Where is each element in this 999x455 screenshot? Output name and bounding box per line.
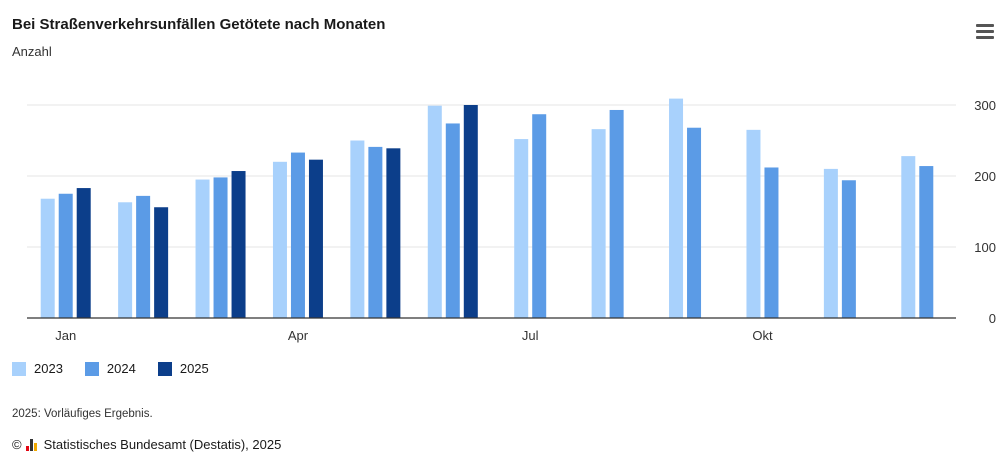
y-tick-label: 100	[974, 240, 996, 255]
legend-label-2024: 2024	[106, 361, 136, 376]
legend-item-2025[interactable]: 2025	[157, 361, 209, 376]
bar-2023-Dez	[901, 156, 916, 318]
bar-2023-Nov	[823, 168, 838, 318]
bar-2023-Apr	[272, 161, 287, 318]
bar-2024-Feb	[136, 195, 151, 318]
source-link[interactable]: Statistisches Bundesamt (Destatis), 2025	[43, 437, 282, 452]
bar-2024-Okt	[764, 167, 779, 318]
menu-line	[976, 24, 994, 27]
hamburger-menu-icon[interactable]	[976, 24, 996, 40]
bar-2025-Mai	[386, 148, 401, 318]
copyright-symbol: ©	[12, 437, 22, 452]
x-tick-label: Okt	[752, 328, 773, 343]
destatis-logo-icon	[25, 438, 37, 451]
chart-subtitle: Anzahl	[12, 44, 52, 59]
y-axis-labels: 0 100 200 300	[974, 98, 996, 326]
bar-2024-Mär	[213, 177, 228, 318]
bar-2023-Jan	[40, 198, 55, 318]
bar-2024-Sep	[687, 127, 702, 318]
bar-2025-Mär	[231, 171, 246, 318]
bar-2023-Jul	[514, 139, 529, 318]
menu-line	[976, 36, 994, 39]
bar-2023-Mär	[195, 179, 210, 318]
bar-2025-Jun	[463, 105, 478, 318]
bar-2023-Sep	[669, 98, 684, 318]
x-tick-label: Jul	[522, 328, 539, 343]
legend-label-2023: 2023	[34, 361, 63, 376]
chart-title: Bei Straßenverkehrsunfällen Getötete nac…	[12, 16, 386, 33]
bar-2025-Feb	[154, 207, 169, 318]
bar-2024-Mai	[368, 146, 383, 318]
legend-swatch-2023	[12, 361, 26, 376]
legend-label-2025: 2025	[179, 361, 209, 376]
x-tick-label: Jan	[55, 328, 76, 343]
legend-item-2023[interactable]: 2023	[12, 361, 63, 376]
bar-2023-Okt	[746, 129, 761, 318]
bar-2025-Jan	[76, 188, 91, 318]
y-tick-label: 300	[974, 98, 996, 113]
x-axis-labels: Jan Apr Jul Okt	[55, 328, 773, 343]
bar-2023-Jun	[427, 105, 442, 319]
bar-2024-Jun	[445, 123, 460, 319]
y-tick-label: 0	[989, 311, 996, 326]
bar-chart: 0 100 200 300 Jan Apr Jul Okt	[27, 98, 996, 343]
x-tick-label: Apr	[288, 328, 309, 343]
legend-item-2024[interactable]: 2024	[84, 361, 136, 376]
bar-2024-Aug	[609, 109, 624, 318]
footnote: 2025: Vorläufiges Ergebnis.	[12, 408, 153, 420]
legend-swatch-2025	[157, 361, 172, 376]
bar-2024-Jul	[532, 114, 547, 318]
y-tick-label: 200	[974, 169, 996, 184]
bar-2024-Apr	[290, 152, 305, 318]
grid-lines	[27, 104, 956, 248]
bar-2025-Apr	[308, 159, 323, 318]
source-line: © Statistisches Bundesamt (Destatis), 20…	[12, 437, 281, 452]
bars	[40, 98, 934, 319]
bar-2023-Mai	[350, 140, 365, 318]
bar-2024-Jan	[58, 193, 73, 318]
bar-2023-Feb	[118, 202, 133, 318]
legend-swatch-2024	[84, 361, 99, 376]
bar-2023-Aug	[591, 129, 606, 318]
bar-2024-Nov	[841, 180, 856, 318]
legend: 2023 2024 2025	[12, 361, 209, 376]
menu-line	[976, 30, 994, 33]
bar-2024-Dez	[919, 166, 934, 318]
